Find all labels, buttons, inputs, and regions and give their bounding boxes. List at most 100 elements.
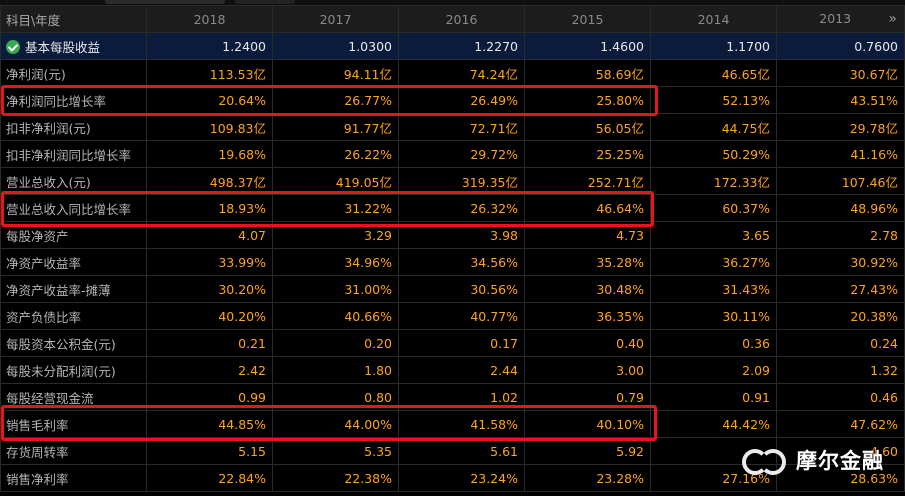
- value-cell: 44.85%: [146, 410, 273, 438]
- value-cell: 19.68%: [146, 140, 273, 168]
- check-circle-icon: [6, 39, 20, 54]
- row-label: 营业总收入(元): [6, 174, 91, 190]
- row-label: 营业总收入同比增长率: [6, 201, 132, 217]
- row-label-cell: 每股净资产: [0, 221, 147, 249]
- value-cell: 46.64%: [524, 194, 651, 222]
- value-cell: 5.92: [524, 437, 651, 465]
- row-label: 净利润(元): [6, 66, 66, 82]
- table-row[interactable]: 销售净利率 22.84% 22.38% 23.24% 23.28% 27.16% 28.63…: [0, 464, 905, 492]
- value-cell: 2.42: [146, 356, 273, 384]
- value-cell: 30.20%: [146, 275, 273, 303]
- year-label: 2013: [819, 11, 852, 26]
- row-label-cell: 营业总收入同比增长率: [0, 194, 147, 222]
- value-cell: 3.98: [398, 221, 525, 249]
- table-row[interactable]: 营业总收入同比增长率 18.93% 31.22% 26.32% 46.64% 60.37%…: [0, 194, 905, 222]
- row-label: 净利润同比增长率: [6, 93, 107, 109]
- value-cell: 0.79: [524, 383, 651, 411]
- year-header-2013[interactable]: 2013 »: [776, 5, 905, 33]
- value-cell: 4.73: [524, 221, 651, 249]
- value-cell: 23.24%: [398, 464, 525, 492]
- table-row[interactable]: 销售毛利率 44.85% 44.00% 41.58% 40.10% 44.42% 47.62…: [0, 410, 905, 438]
- table-row[interactable]: 每股未分配利润(元) 2.42 1.80 2.44 3.00 2.09 1.32: [0, 356, 905, 384]
- value-cell: 1.2400: [146, 32, 273, 60]
- value-cell: 47.62%: [776, 410, 905, 438]
- row-label-cell: 销售毛利率: [0, 410, 147, 438]
- value-cell: 5.61: [398, 437, 525, 465]
- value-cell: 2.09: [650, 356, 777, 384]
- value-cell: 43.51%: [776, 86, 905, 114]
- value-cell: 34.56%: [398, 248, 525, 276]
- table-row[interactable]: 每股净资产 4.07 3.29 3.98 4.73 3.65 2.78: [0, 221, 905, 249]
- value-cell: 1.80: [272, 356, 399, 384]
- table-row[interactable]: 基本每股收益 1.2400 1.0300 1.2270 1.4600 1.1700 0.76…: [0, 32, 905, 60]
- value-cell: 52.13%: [650, 86, 777, 114]
- row-label: 每股资本公积金(元): [6, 336, 116, 352]
- value-cell: 29.72%: [398, 140, 525, 168]
- tab-indicator[interactable]: [105, 0, 225, 4]
- value-cell: 1.2270: [398, 32, 525, 60]
- row-label-cell: 扣非净利润同比增长率: [0, 140, 147, 168]
- value-cell: 0.46: [776, 383, 905, 411]
- value-cell: 498.37亿: [146, 167, 273, 195]
- year-header-2016[interactable]: 2016: [398, 5, 525, 33]
- value-cell: 26.49%: [398, 86, 525, 114]
- value-cell: 40.77%: [398, 302, 525, 330]
- row-label: 销售净利率: [6, 471, 69, 487]
- value-cell: 5.15: [146, 437, 273, 465]
- table-row[interactable]: 营业总收入(元) 498.37亿 419.05亿 319.35亿 252.71亿 172.…: [0, 167, 905, 195]
- tab-indicator-secondary[interactable]: [235, 0, 295, 4]
- table-row[interactable]: 净资产收益率-摊薄 30.20% 31.00% 30.56% 30.48% 31.43% 2…: [0, 275, 905, 303]
- row-label: 每股经营现金流: [6, 390, 94, 406]
- value-cell: 44.75亿: [650, 113, 777, 141]
- row-label-cell: 基本每股收益: [0, 32, 147, 60]
- moer-logo-icon: [742, 447, 788, 475]
- row-label: 扣非净利润同比增长率: [6, 147, 132, 163]
- year-header-2014[interactable]: 2014: [650, 5, 777, 33]
- value-cell: 30.48%: [524, 275, 651, 303]
- value-cell: 0.7600: [776, 32, 905, 60]
- year-header-2017[interactable]: 2017: [272, 5, 399, 33]
- table-row[interactable]: 每股资本公积金(元) 0.21 0.20 0.17 0.40 0.36 0.24: [0, 329, 905, 357]
- value-cell: 1.4600: [524, 32, 651, 60]
- row-label-cell: 存货周转率: [0, 437, 147, 465]
- value-cell: 419.05亿: [272, 167, 399, 195]
- value-cell: 56.05亿: [524, 113, 651, 141]
- row-label-cell: 每股未分配利润(元): [0, 356, 147, 384]
- value-cell: 4.07: [146, 221, 273, 249]
- value-cell: 18.93%: [146, 194, 273, 222]
- double-chevron-right-icon[interactable]: »: [888, 11, 897, 27]
- value-cell: 34.96%: [272, 248, 399, 276]
- value-cell: 0.20: [272, 329, 399, 357]
- value-cell: 30.92%: [776, 248, 905, 276]
- table-row[interactable]: 净利润同比增长率 20.64% 26.77% 26.49% 25.80% 52.13% 43…: [0, 86, 905, 114]
- table-row[interactable]: 净资产收益率 33.99% 34.96% 34.56% 35.28% 36.27% 30.9…: [0, 248, 905, 276]
- value-cell: 40.10%: [524, 410, 651, 438]
- value-cell: 3.00: [524, 356, 651, 384]
- table-row[interactable]: 扣非净利润同比增长率 19.68% 26.22% 29.72% 25.25% 50.29%…: [0, 140, 905, 168]
- year-label: 2016: [445, 11, 478, 27]
- year-header-2018[interactable]: 2018: [146, 5, 273, 33]
- value-cell: 36.35%: [524, 302, 651, 330]
- value-cell: 25.80%: [524, 86, 651, 114]
- row-label-cell: 每股资本公积金(元): [0, 329, 147, 357]
- value-cell: 35.28%: [524, 248, 651, 276]
- value-cell: 0.36: [650, 329, 777, 357]
- value-cell: 252.71亿: [524, 167, 651, 195]
- value-cell: 29.78亿: [776, 113, 905, 141]
- row-label-cell: 资产负债比率: [0, 302, 147, 330]
- value-cell: 0.91: [650, 383, 777, 411]
- value-cell: 44.42%: [650, 410, 777, 438]
- table-row[interactable]: 净利润(元) 113.53亿 94.11亿 74.24亿 58.69亿 46.65亿 30.…: [0, 59, 905, 87]
- row-label-cell: 净利润同比增长率: [0, 86, 147, 114]
- row-label-cell: 净资产收益率-摊薄: [0, 275, 147, 303]
- table-row[interactable]: 资产负债比率 40.20% 40.66% 40.77% 36.35% 30.11% 20.3…: [0, 302, 905, 330]
- value-cell: 3.65: [650, 221, 777, 249]
- year-header-2015[interactable]: 2015: [524, 5, 651, 33]
- value-cell: 91.77亿: [272, 113, 399, 141]
- table-row[interactable]: 扣非净利润(元) 109.83亿 91.77亿 72.71亿 56.05亿 44.75亿 2…: [0, 113, 905, 141]
- value-cell: 5.35: [272, 437, 399, 465]
- year-label: 2015: [571, 11, 604, 27]
- table-row[interactable]: 每股经营现金流 0.99 0.80 1.02 0.79 0.91 0.46: [0, 383, 905, 411]
- row-label: 扣非净利润(元): [6, 120, 91, 136]
- value-cell: 48.96%: [776, 194, 905, 222]
